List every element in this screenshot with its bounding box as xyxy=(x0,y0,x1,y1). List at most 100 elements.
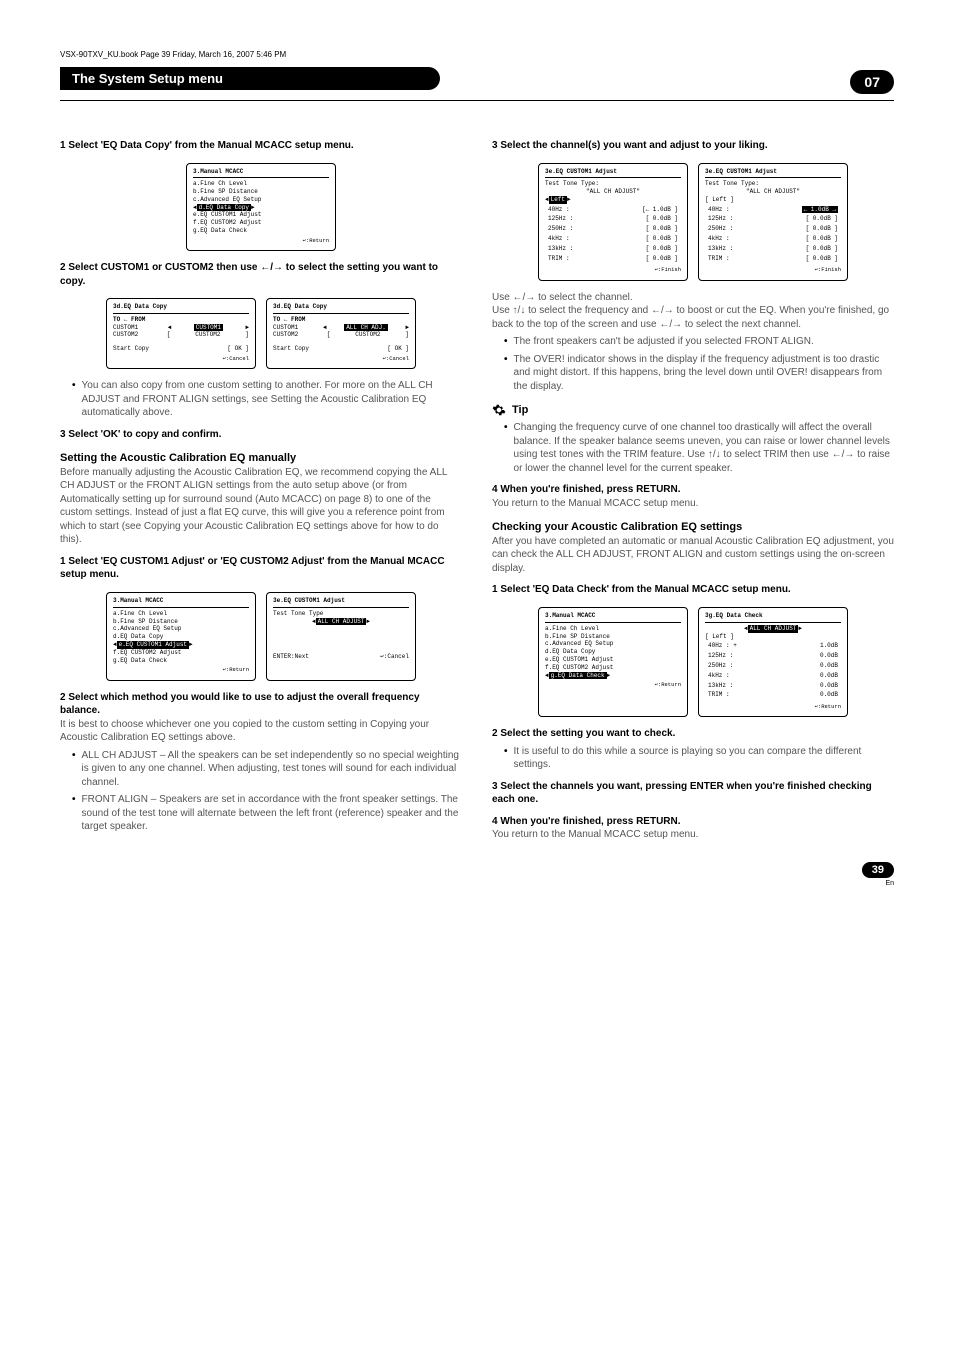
paragraph: Use ←/→ to select the channel. xyxy=(492,291,894,305)
osd-item: c.Advanced EQ Setup xyxy=(113,625,249,633)
paragraph: You return to the Manual MCACC setup men… xyxy=(492,497,894,511)
osd-eq-copy-a: 3d.EQ Data Copy TO ← FROM CUSTOM1 ◄CUSTO… xyxy=(106,298,256,369)
osd-title: 3e.EQ CUSTOM1 Adjust xyxy=(705,168,841,179)
osd-item: b.Fine SP Distance xyxy=(193,188,329,196)
osd-item: a.Fine Ch Level xyxy=(193,180,329,188)
osd-title: 3e.EQ CUSTOM1 Adjust xyxy=(545,168,681,179)
osd-mcacc-menu-3: 3.Manual MCACC a.Fine Ch Level b.Fine SP… xyxy=(538,607,688,717)
osd-footer: ↩:Return xyxy=(545,681,681,688)
osd-row: CUSTOM1 ◄CUSTOM1► xyxy=(113,324,249,332)
osd-title: 3.Manual MCACC xyxy=(545,612,681,623)
osd-line: Test Tone Type xyxy=(273,610,409,618)
osd-item: a.Fine Ch Level xyxy=(545,625,681,633)
osd-item: c.Advanced EQ Setup xyxy=(193,196,329,204)
tip-heading: Tip xyxy=(492,403,894,417)
osd-title: 3d.EQ Data Copy xyxy=(113,303,249,314)
subhead-check: Checking your Acoustic Calibration EQ se… xyxy=(492,520,894,535)
osd-adjust-right: 3e.EQ CUSTOM1 Adjust Test Tone Type: "AL… xyxy=(698,163,848,281)
step-5: 2 Select which method you would like to … xyxy=(60,691,462,718)
osd-item: ◄d.EQ Data Copy► xyxy=(193,204,329,212)
osd-footer: ↩:Return xyxy=(193,237,329,244)
osd-item: a.Fine Ch Level xyxy=(113,610,249,618)
step-r4: 2 Select the setting you want to check. xyxy=(492,727,894,741)
book-meta: VSX-90TXV_KU.book Page 39 Friday, March … xyxy=(60,50,894,59)
osd-footer: ↩:Finish xyxy=(545,266,681,273)
subhead-manual-eq: Setting the Acoustic Calibration EQ manu… xyxy=(60,451,462,466)
step-r6: 4 When you're finished, press RETURN. xyxy=(492,815,894,829)
osd-item: f.EQ CUSTOM2 Adjust xyxy=(193,219,329,227)
osd-item: d.EQ Data Copy xyxy=(113,633,249,641)
osd-colhead: TO ← FROM xyxy=(273,316,409,324)
osd-title: 3d.EQ Data Copy xyxy=(273,303,409,314)
osd-row: Start Copy[ OK ] xyxy=(273,345,409,353)
paragraph: It is best to choose whichever one you c… xyxy=(60,718,462,745)
osd-item: g.EQ Data Check xyxy=(113,657,249,665)
paragraph: You return to the Manual MCACC setup men… xyxy=(492,828,894,842)
bullet-copy-note: •You can also copy from one custom setti… xyxy=(72,379,462,420)
step-2: 2 Select CUSTOM1 or CUSTOM2 then use ←/→… xyxy=(60,261,462,288)
osd-line: ◄ALL CH ADJUST► xyxy=(705,625,841,633)
osd-title: 3g.EQ Data Check xyxy=(705,612,841,623)
osd-row: CUSTOM2 [ CUSTOM2 ] xyxy=(273,331,409,339)
osd-chan: [ Left ] xyxy=(705,633,841,641)
osd-line: ◄ALL CH ADJUST► xyxy=(273,618,409,626)
bullet-all-ch: •ALL CH ADJUST – All the speakers can be… xyxy=(72,749,462,790)
osd-table: 40Hz :[← 1.0dB ] 125Hz :[ 0.0dB ] 250Hz … xyxy=(545,204,681,265)
osd-title: 3.Manual MCACC xyxy=(113,597,249,608)
step-1: 1 Select 'EQ Data Copy' from the Manual … xyxy=(60,139,462,153)
osd-item: d.EQ Data Copy xyxy=(545,648,681,656)
page-lang: En xyxy=(60,880,894,887)
step-4: 1 Select 'EQ CUSTOM1 Adjust' or 'EQ CUST… xyxy=(60,555,462,582)
osd-chan: [ Left ] xyxy=(705,196,841,204)
osd-item: e.EQ CUSTOM1 Adjust xyxy=(193,211,329,219)
osd-item: e.EQ CUSTOM1 Adjust xyxy=(545,656,681,664)
osd-sub2: "ALL CH ADJUST" xyxy=(545,188,681,196)
osd-item: ◄g.EQ Data Check► xyxy=(545,672,681,680)
paragraph: Before manually adjusting the Acoustic C… xyxy=(60,466,462,547)
gear-icon xyxy=(492,403,506,417)
osd-row: CUSTOM2 [ CUSTOM2 ] xyxy=(113,331,249,339)
bullet-compare: •It is useful to do this while a source … xyxy=(504,745,894,772)
tip-bullet: •Changing the frequency curve of one cha… xyxy=(504,421,894,475)
osd-item: b.Fine SP Distance xyxy=(545,633,681,641)
page-footer: 39 En xyxy=(60,842,894,887)
osd-footer: ↩:Return xyxy=(113,666,249,673)
osd-item: c.Advanced EQ Setup xyxy=(545,640,681,648)
osd-mcacc-menu-1: 3.Manual MCACC a.Fine Ch Level b.Fine SP… xyxy=(186,163,336,252)
osd-data-check: 3g.EQ Data Check ◄ALL CH ADJUST► [ Left … xyxy=(698,607,848,717)
osd-mcacc-menu-2: 3.Manual MCACC a.Fine Ch Level b.Fine SP… xyxy=(106,592,256,681)
step-3: 3 Select 'OK' to copy and confirm. xyxy=(60,428,462,442)
osd-footer: ↩:Return xyxy=(705,703,841,710)
step-r1: 3 Select the channel(s) you want and adj… xyxy=(492,139,894,153)
osd-item: f.EQ CUSTOM2 Adjust xyxy=(545,664,681,672)
osd-colhead: TO ← FROM xyxy=(113,316,249,324)
osd-sub2: "ALL CH ADJUST" xyxy=(705,188,841,196)
header-row: The System Setup menu 07 xyxy=(60,67,894,96)
osd-table: 40Hz :← 1.0dB → 125Hz :[ 0.0dB ] 250Hz :… xyxy=(705,204,841,265)
osd-item: g.EQ Data Check xyxy=(193,227,329,235)
page-number: 39 xyxy=(862,862,894,878)
header-rule xyxy=(60,100,894,101)
paragraph: Use ↑/↓ to select the frequency and ←/→ … xyxy=(492,304,894,331)
osd-row: CUSTOM1 ◄ALL CH ADJ.► xyxy=(273,324,409,332)
osd-row: Start Copy[ OK ] xyxy=(113,345,249,353)
chapter-number: 07 xyxy=(850,70,894,94)
osd-chan: ◄Left► xyxy=(545,196,681,204)
osd-footer-row: ENTER:Next↩:Cancel xyxy=(273,653,409,661)
step-r5: 3 Select the channels you want, pressing… xyxy=(492,780,894,807)
osd-table: 40Hz : +1.0dB 125Hz :0.0dB 250Hz :0.0dB … xyxy=(705,640,841,701)
left-column: 1 Select 'EQ Data Copy' from the Manual … xyxy=(60,131,462,842)
osd-eq-copy-b: 3d.EQ Data Copy TO ← FROM CUSTOM1 ◄ALL C… xyxy=(266,298,416,369)
bullet-over-note: •The OVER! indicator shows in the displa… xyxy=(504,353,894,394)
step-r2: 4 When you're finished, press RETURN. xyxy=(492,483,894,497)
osd-item: f.EQ CUSTOM2 Adjust xyxy=(113,649,249,657)
paragraph: After you have completed an automatic or… xyxy=(492,535,894,576)
step-r3: 1 Select 'EQ Data Check' from the Manual… xyxy=(492,583,894,597)
osd-footer: ↩:Cancel xyxy=(113,355,249,362)
osd-title: 3.Manual MCACC xyxy=(193,168,329,179)
osd-footer: ↩:Cancel xyxy=(273,355,409,362)
osd-item: b.Fine SP Distance xyxy=(113,618,249,626)
osd-item: ◄e.EQ CUSTOM1 Adjust► xyxy=(113,641,249,649)
section-title: The System Setup menu xyxy=(60,67,440,90)
bullet-front-align: •FRONT ALIGN – Speakers are set in accor… xyxy=(72,793,462,834)
